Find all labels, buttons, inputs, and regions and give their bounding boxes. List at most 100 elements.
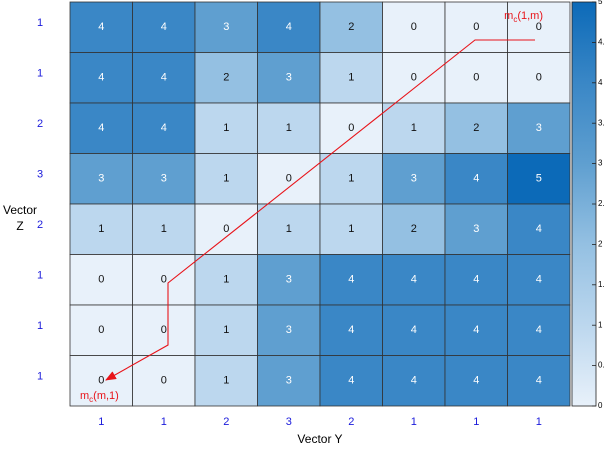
cell-label: 0 bbox=[161, 324, 167, 336]
cell bbox=[194, 203, 258, 255]
y-tick-label: 2 bbox=[37, 118, 43, 130]
y-tick-label: 1 bbox=[37, 270, 43, 282]
cell bbox=[507, 355, 571, 407]
colorbar-tick-label: 1 bbox=[598, 320, 603, 329]
cell-label: 0 bbox=[348, 122, 354, 134]
cell bbox=[194, 102, 258, 154]
cell bbox=[194, 1, 258, 53]
x-tick-label: 1 bbox=[161, 416, 167, 428]
cell-label: 1 bbox=[98, 223, 104, 235]
cell bbox=[257, 153, 321, 205]
y-tick-label: 1 bbox=[37, 68, 43, 80]
x-tick-label: 1 bbox=[98, 416, 104, 428]
cell-label: 3 bbox=[473, 223, 479, 235]
cell-label: 0 bbox=[223, 223, 229, 235]
cell bbox=[132, 1, 196, 53]
cell-label: 4 bbox=[473, 173, 479, 185]
cell-label: 1 bbox=[348, 72, 354, 84]
cell-label: 5 bbox=[536, 173, 542, 185]
cell-label: 1 bbox=[223, 173, 229, 185]
heatmap: 4 4 3 4 2 0 0 0 4 4 2 3 1 0 0 0 4 4 1 1 0 1 2 3 3 3 1 0 1 3 4 5 1 1 0 1 1 2 3 4… bbox=[69, 1, 571, 407]
cell-label: 1 bbox=[223, 324, 229, 336]
cell bbox=[382, 1, 446, 53]
cell bbox=[194, 304, 258, 356]
x-tick-label: 1 bbox=[536, 416, 542, 428]
cell bbox=[257, 1, 321, 53]
cell bbox=[382, 355, 446, 407]
cell bbox=[194, 254, 258, 306]
cell-label: 4 bbox=[473, 375, 479, 387]
cell bbox=[194, 355, 258, 407]
x-tick-label: 2 bbox=[348, 416, 354, 428]
cell bbox=[444, 153, 508, 205]
cell-label: 1 bbox=[348, 173, 354, 185]
cell bbox=[194, 153, 258, 205]
x-tick-label: 3 bbox=[286, 416, 292, 428]
cell bbox=[319, 304, 383, 356]
cell-label: 2 bbox=[411, 223, 417, 235]
cell-label: 4 bbox=[161, 72, 167, 84]
cell-label: 4 bbox=[536, 324, 542, 336]
cell bbox=[132, 355, 196, 407]
colorbar-tick-label: 3 bbox=[598, 159, 603, 168]
cell-label: 2 bbox=[348, 21, 354, 33]
cell-label: 3 bbox=[536, 122, 542, 134]
cell-label: 4 bbox=[98, 122, 104, 134]
cell bbox=[319, 203, 383, 255]
colorbar-tick-label: 4 bbox=[598, 78, 603, 87]
cell bbox=[69, 355, 133, 407]
cell-label: 4 bbox=[348, 274, 354, 286]
colorbar-tick-label: 4.5 bbox=[598, 38, 605, 47]
cell-label: 1 bbox=[223, 122, 229, 134]
x-tick-label: 2 bbox=[223, 416, 229, 428]
cell bbox=[444, 304, 508, 356]
cell-label: 3 bbox=[223, 21, 229, 33]
cell bbox=[382, 102, 446, 154]
cell bbox=[319, 153, 383, 205]
cell-label: 4 bbox=[348, 375, 354, 387]
cell bbox=[257, 102, 321, 154]
cell-label: 0 bbox=[286, 173, 292, 185]
cell bbox=[382, 304, 446, 356]
cell bbox=[507, 52, 571, 104]
cell-label: 4 bbox=[411, 375, 417, 387]
path-arrow bbox=[105, 39, 535, 381]
cell-label: 1 bbox=[411, 122, 417, 134]
y-axis-label: Vector Z bbox=[2, 203, 38, 233]
cell bbox=[132, 52, 196, 104]
x-tick-label: 1 bbox=[411, 416, 417, 428]
cell bbox=[132, 254, 196, 306]
cell bbox=[257, 52, 321, 104]
colorbar-tick-label: 0.5 bbox=[598, 361, 605, 370]
cell bbox=[69, 102, 133, 154]
cell-label: 3 bbox=[286, 274, 292, 286]
y-tick-label: 1 bbox=[37, 371, 43, 383]
cell bbox=[507, 203, 571, 255]
cell-label: 1 bbox=[286, 122, 292, 134]
cell-label: 3 bbox=[286, 375, 292, 387]
cell-label: 2 bbox=[473, 122, 479, 134]
cell-label: 4 bbox=[98, 72, 104, 84]
cell bbox=[257, 203, 321, 255]
cell bbox=[507, 1, 571, 53]
annotation: mc(m,1) bbox=[80, 390, 119, 404]
cell-label: 3 bbox=[98, 173, 104, 185]
cell-label: 0 bbox=[98, 324, 104, 336]
cell bbox=[382, 203, 446, 255]
y-tick-label: 3 bbox=[37, 169, 43, 181]
cell-label: 0 bbox=[536, 72, 542, 84]
cell-label: 1 bbox=[348, 223, 354, 235]
cell-label: 4 bbox=[411, 324, 417, 336]
cell-label: 0 bbox=[98, 274, 104, 286]
cell bbox=[69, 1, 133, 53]
cell-label: 4 bbox=[536, 274, 542, 286]
cell-label: 3 bbox=[411, 173, 417, 185]
cell-label: 3 bbox=[161, 173, 167, 185]
colorbar-tick-label: 1.5 bbox=[598, 280, 605, 289]
colorbar-tick-label: 3.5 bbox=[598, 118, 605, 127]
colorbar-tick-label: 2.5 bbox=[598, 199, 605, 208]
cell-label: 1 bbox=[286, 223, 292, 235]
cell bbox=[69, 304, 133, 356]
